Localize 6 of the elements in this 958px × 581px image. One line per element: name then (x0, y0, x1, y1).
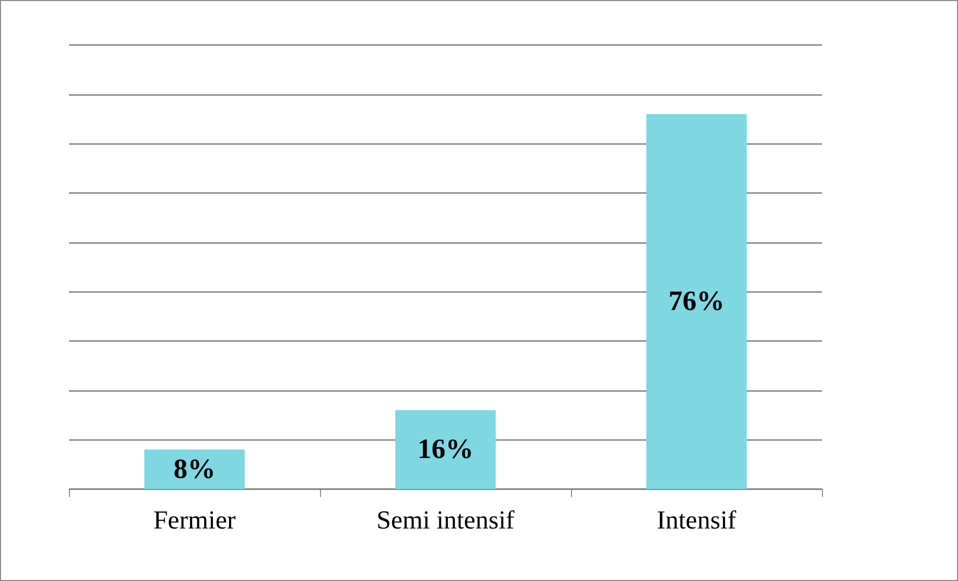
x-tick-label: Fermier (153, 506, 236, 534)
data-label: 76% (668, 286, 724, 318)
data-label: 8% (174, 454, 216, 485)
x-tick-label: Semi intensif (376, 506, 515, 534)
data-label: 16% (418, 434, 474, 466)
x-tick-label: Intensif (656, 506, 737, 534)
